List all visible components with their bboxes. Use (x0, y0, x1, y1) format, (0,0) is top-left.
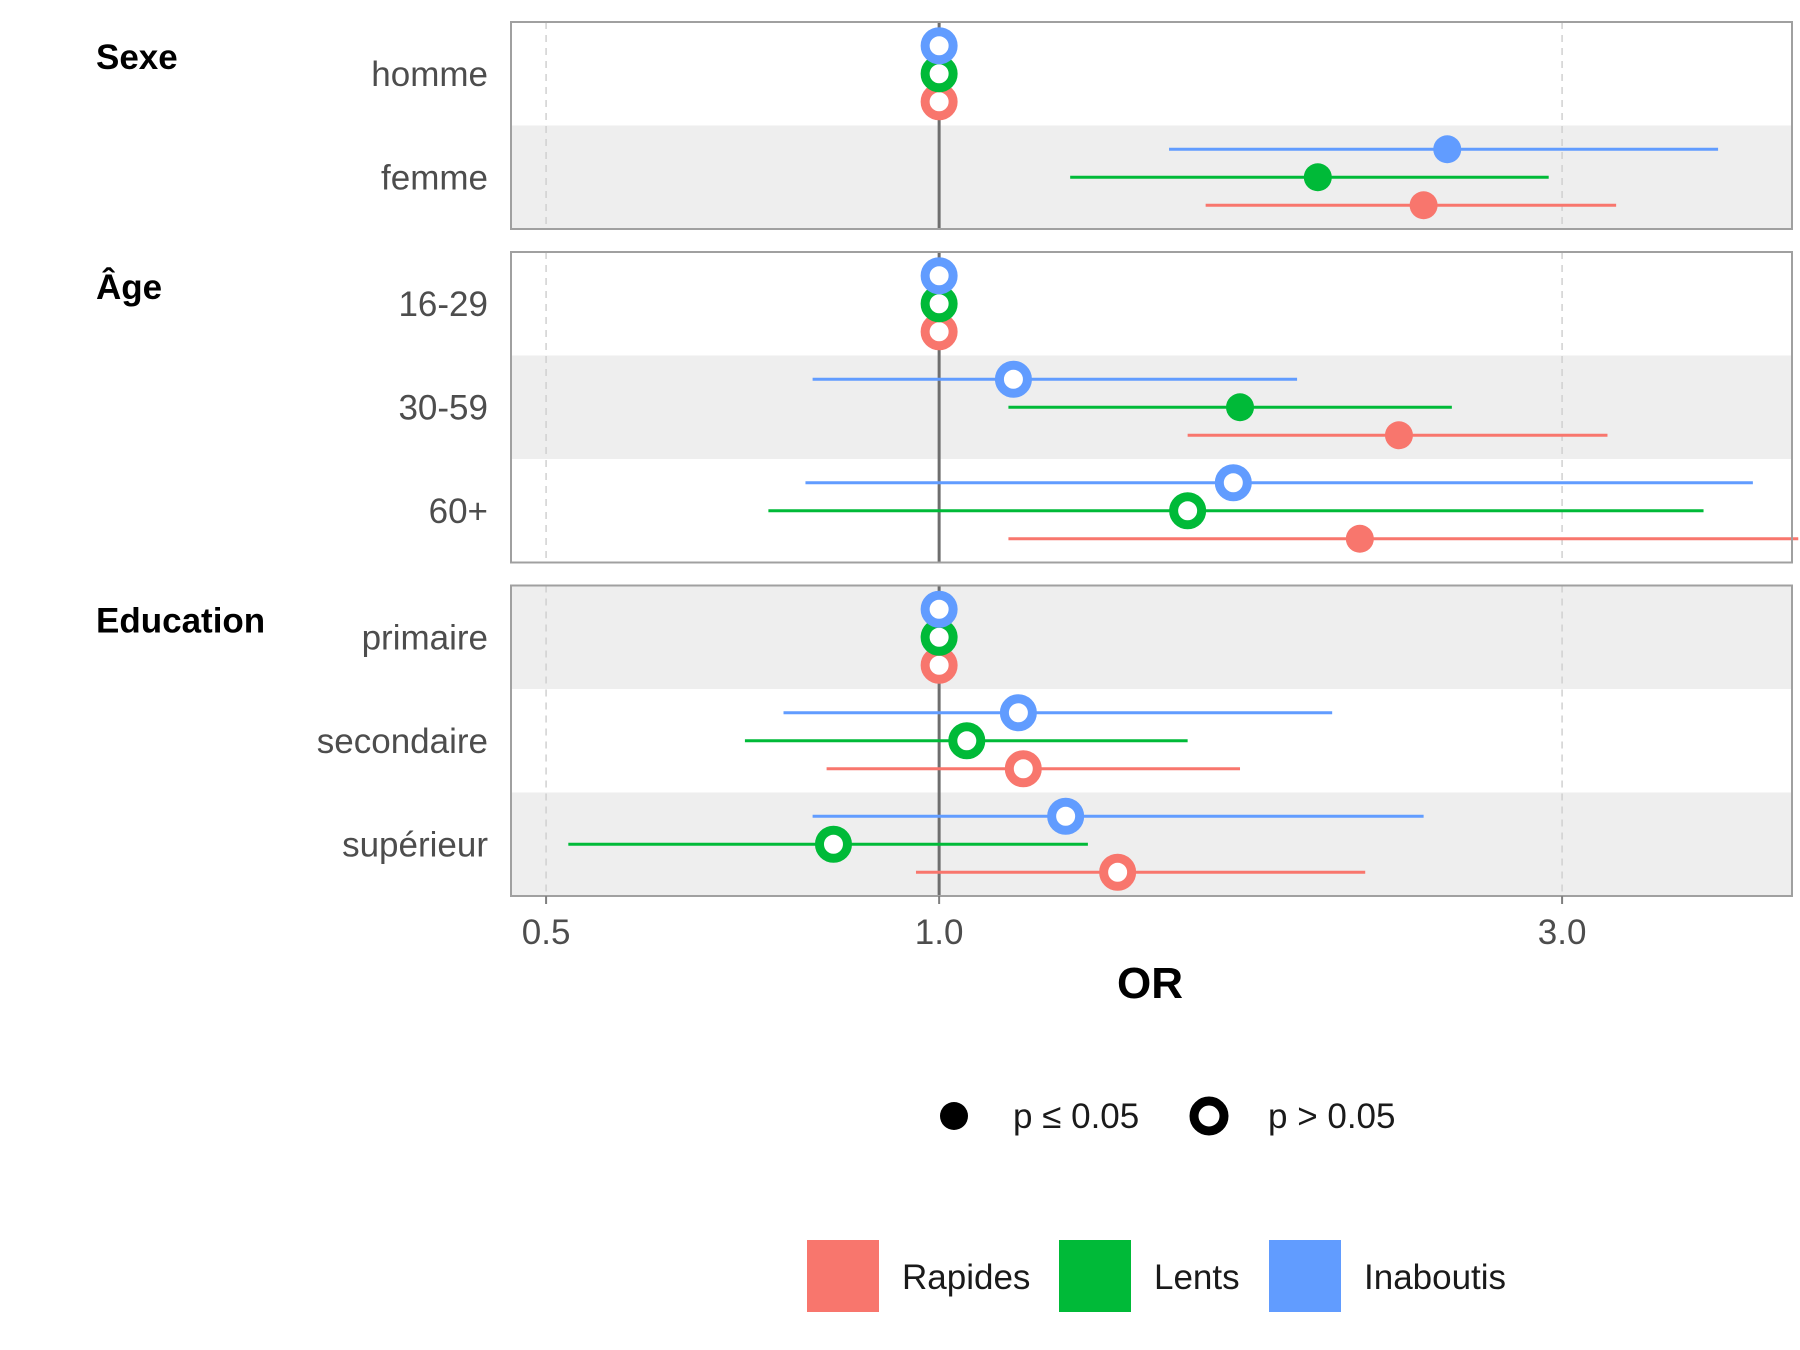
group-title: Sexe (96, 38, 178, 77)
panel-1: Âge 16-29 30-59 60+ (96, 251, 1799, 564)
x-axis: OR 0.5 1.0 3.0 (522, 896, 1587, 1008)
shape-legend: p ≤ 0.05 p > 0.05 (940, 1096, 1395, 1136)
legend-label-rapides: Rapides (902, 1258, 1030, 1297)
point-estimate (920, 590, 958, 628)
panel-border (510, 21, 1793, 230)
category-label: primaire (362, 618, 488, 657)
legend-significant-symbol (940, 1102, 968, 1130)
category-label: 30-59 (398, 388, 488, 427)
point-estimate (814, 825, 852, 863)
point-estimate (920, 257, 958, 295)
group-title: Âge (96, 267, 162, 307)
point-estimate (920, 27, 958, 65)
group-title: Education (96, 602, 265, 641)
point-estimate (1047, 797, 1085, 835)
x-tick-label: 1.0 (915, 913, 964, 952)
point-estimate (1099, 853, 1137, 891)
x-tick-label: 3.0 (1538, 913, 1587, 952)
category-label: supérieur (342, 825, 488, 864)
point-estimate (994, 360, 1032, 398)
category-label: secondaire (317, 722, 488, 761)
legend-label-inaboutis: Inaboutis (1364, 1258, 1506, 1297)
point-estimate (1214, 464, 1252, 502)
legend-significant-label: p ≤ 0.05 (1013, 1097, 1139, 1136)
legend-swatch-inaboutis (1269, 1240, 1341, 1312)
point-estimate (999, 694, 1037, 732)
panel-0: Sexe homme femme (96, 21, 1793, 230)
panels: Sexe homme femme Âge 16-29 30-59 60+ Education p… (96, 21, 1799, 897)
panel-border (510, 251, 1793, 564)
point-estimate (1433, 135, 1462, 164)
legend-not-significant-label: p > 0.05 (1268, 1097, 1395, 1136)
point-estimate (1345, 524, 1374, 553)
x-tick-label: 0.5 (522, 913, 571, 952)
point-estimate (1409, 191, 1438, 220)
category-label: 60+ (429, 492, 488, 531)
point-estimate (1169, 492, 1207, 530)
legend-swatch-lents (1059, 1240, 1131, 1312)
legend-not-significant-symbol (1189, 1096, 1229, 1136)
color-legend: Rapides Lents Inaboutis (807, 1240, 1506, 1312)
row-band (511, 585, 1792, 689)
point-estimate (948, 722, 986, 760)
legend-label-lents: Lents (1154, 1258, 1240, 1297)
panel-2: Education primaire secondaire supérieur (96, 584, 1793, 897)
category-label: 16-29 (398, 285, 488, 324)
x-axis-title: OR (1117, 959, 1183, 1008)
point-estimate (1004, 750, 1042, 788)
category-label: homme (371, 55, 488, 94)
legend-swatch-rapides (807, 1240, 879, 1312)
panel-border (510, 584, 1793, 897)
point-estimate (1384, 421, 1413, 450)
category-label: femme (381, 158, 488, 197)
point-estimate (1303, 163, 1332, 192)
point-estimate (1226, 393, 1255, 422)
